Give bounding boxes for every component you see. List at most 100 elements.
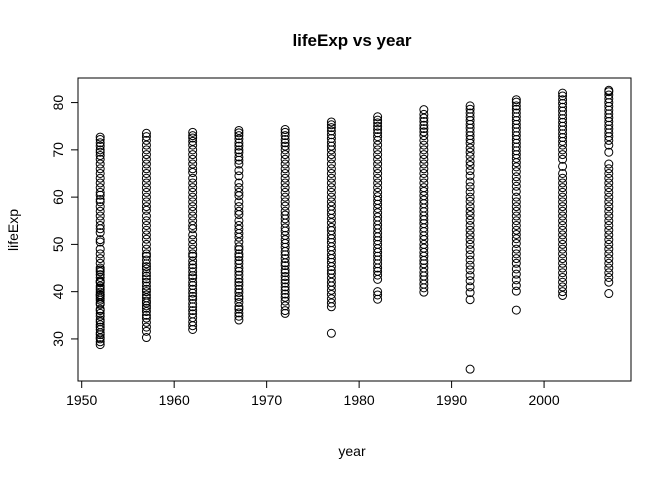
- data-point: [234, 125, 244, 135]
- data-point: [511, 220, 521, 230]
- data-point: [234, 315, 244, 325]
- data-point: [141, 255, 151, 265]
- data-point: [558, 216, 568, 226]
- data-point: [188, 154, 198, 164]
- data-point: [280, 187, 290, 197]
- data-point: [326, 205, 336, 215]
- data-point: [326, 178, 336, 188]
- data-point: [141, 230, 151, 240]
- data-point: [604, 235, 614, 245]
- data-point: [141, 322, 151, 332]
- data-point: [141, 150, 151, 160]
- data-point: [326, 294, 336, 304]
- data-point: [419, 239, 429, 249]
- data-point: [558, 183, 568, 193]
- data-point: [95, 228, 105, 238]
- data-point: [511, 269, 521, 279]
- x-tick-label: 2000: [528, 392, 559, 408]
- data-point: [465, 211, 475, 221]
- data-point: [465, 230, 475, 240]
- data-point: [141, 234, 151, 244]
- data-point: [465, 108, 475, 118]
- data-point: [95, 304, 105, 314]
- data-point: [558, 161, 568, 171]
- data-point: [326, 168, 336, 178]
- data-point: [373, 132, 383, 142]
- data-point: [326, 154, 336, 164]
- data-point: [465, 225, 475, 235]
- data-point: [465, 295, 475, 305]
- data-point: [141, 313, 151, 323]
- data-point: [558, 88, 568, 98]
- chart-title: lifeExp vs year: [292, 31, 411, 50]
- data-point: [419, 154, 429, 164]
- data-point: [280, 296, 290, 306]
- data-point: [280, 292, 290, 302]
- data-point: [95, 289, 105, 299]
- data-point: [465, 250, 475, 260]
- plot-area-box: [77, 77, 632, 382]
- data-point: [604, 239, 614, 249]
- data-point: [280, 164, 290, 174]
- data-point: [558, 173, 568, 183]
- data-point: [188, 127, 198, 137]
- data-point: [95, 254, 105, 264]
- data-point: [604, 159, 614, 169]
- data-point: [373, 178, 383, 188]
- data-point: [188, 313, 198, 323]
- data-point: [141, 307, 151, 317]
- data-point: [511, 281, 521, 291]
- data-point: [95, 276, 105, 286]
- y-axis: 30 40 50 60 70 80: [50, 95, 79, 347]
- data-point: [234, 197, 244, 207]
- data-point: [280, 265, 290, 275]
- data-point: [373, 208, 383, 218]
- data-point: [141, 287, 151, 297]
- data-point: [604, 94, 614, 104]
- data-point: [95, 194, 105, 204]
- data-point: [326, 192, 336, 202]
- data-point: [465, 202, 475, 212]
- data-point: [141, 178, 151, 188]
- data-point: [419, 127, 429, 137]
- data-point: [465, 239, 475, 249]
- data-point: [188, 249, 198, 259]
- data-point: [558, 95, 568, 105]
- data-point: [280, 178, 290, 188]
- data-point: [280, 268, 290, 278]
- data-point: [280, 192, 290, 202]
- data-point: [511, 202, 521, 212]
- data-point: [234, 249, 244, 259]
- data-point: [234, 178, 244, 188]
- data-point: [326, 164, 336, 174]
- data-point: [234, 291, 244, 301]
- data-point: [141, 310, 151, 320]
- data-point: [95, 287, 105, 297]
- data-point: [280, 168, 290, 178]
- data-point: [558, 150, 568, 160]
- data-point: [188, 178, 198, 188]
- data-point: [188, 187, 198, 197]
- data-point: [604, 216, 614, 226]
- data-point: [558, 230, 568, 240]
- data-point: [465, 220, 475, 230]
- data-point: [326, 159, 336, 169]
- data-point: [141, 239, 151, 249]
- data-point: [558, 249, 568, 259]
- data-point: [95, 249, 105, 259]
- x-tick-label: 1980: [344, 392, 375, 408]
- data-point: [373, 270, 383, 280]
- data-point: [373, 115, 383, 125]
- data-point: [373, 150, 383, 160]
- data-point: [465, 265, 475, 275]
- data-point: [141, 164, 151, 174]
- data-point: [511, 249, 521, 259]
- data-point: [604, 164, 614, 174]
- x-axis-title: year: [338, 443, 366, 459]
- data-point: [280, 275, 290, 285]
- x-tick-label: 1960: [159, 392, 190, 408]
- data-point: [465, 215, 475, 225]
- data-point: [558, 211, 568, 221]
